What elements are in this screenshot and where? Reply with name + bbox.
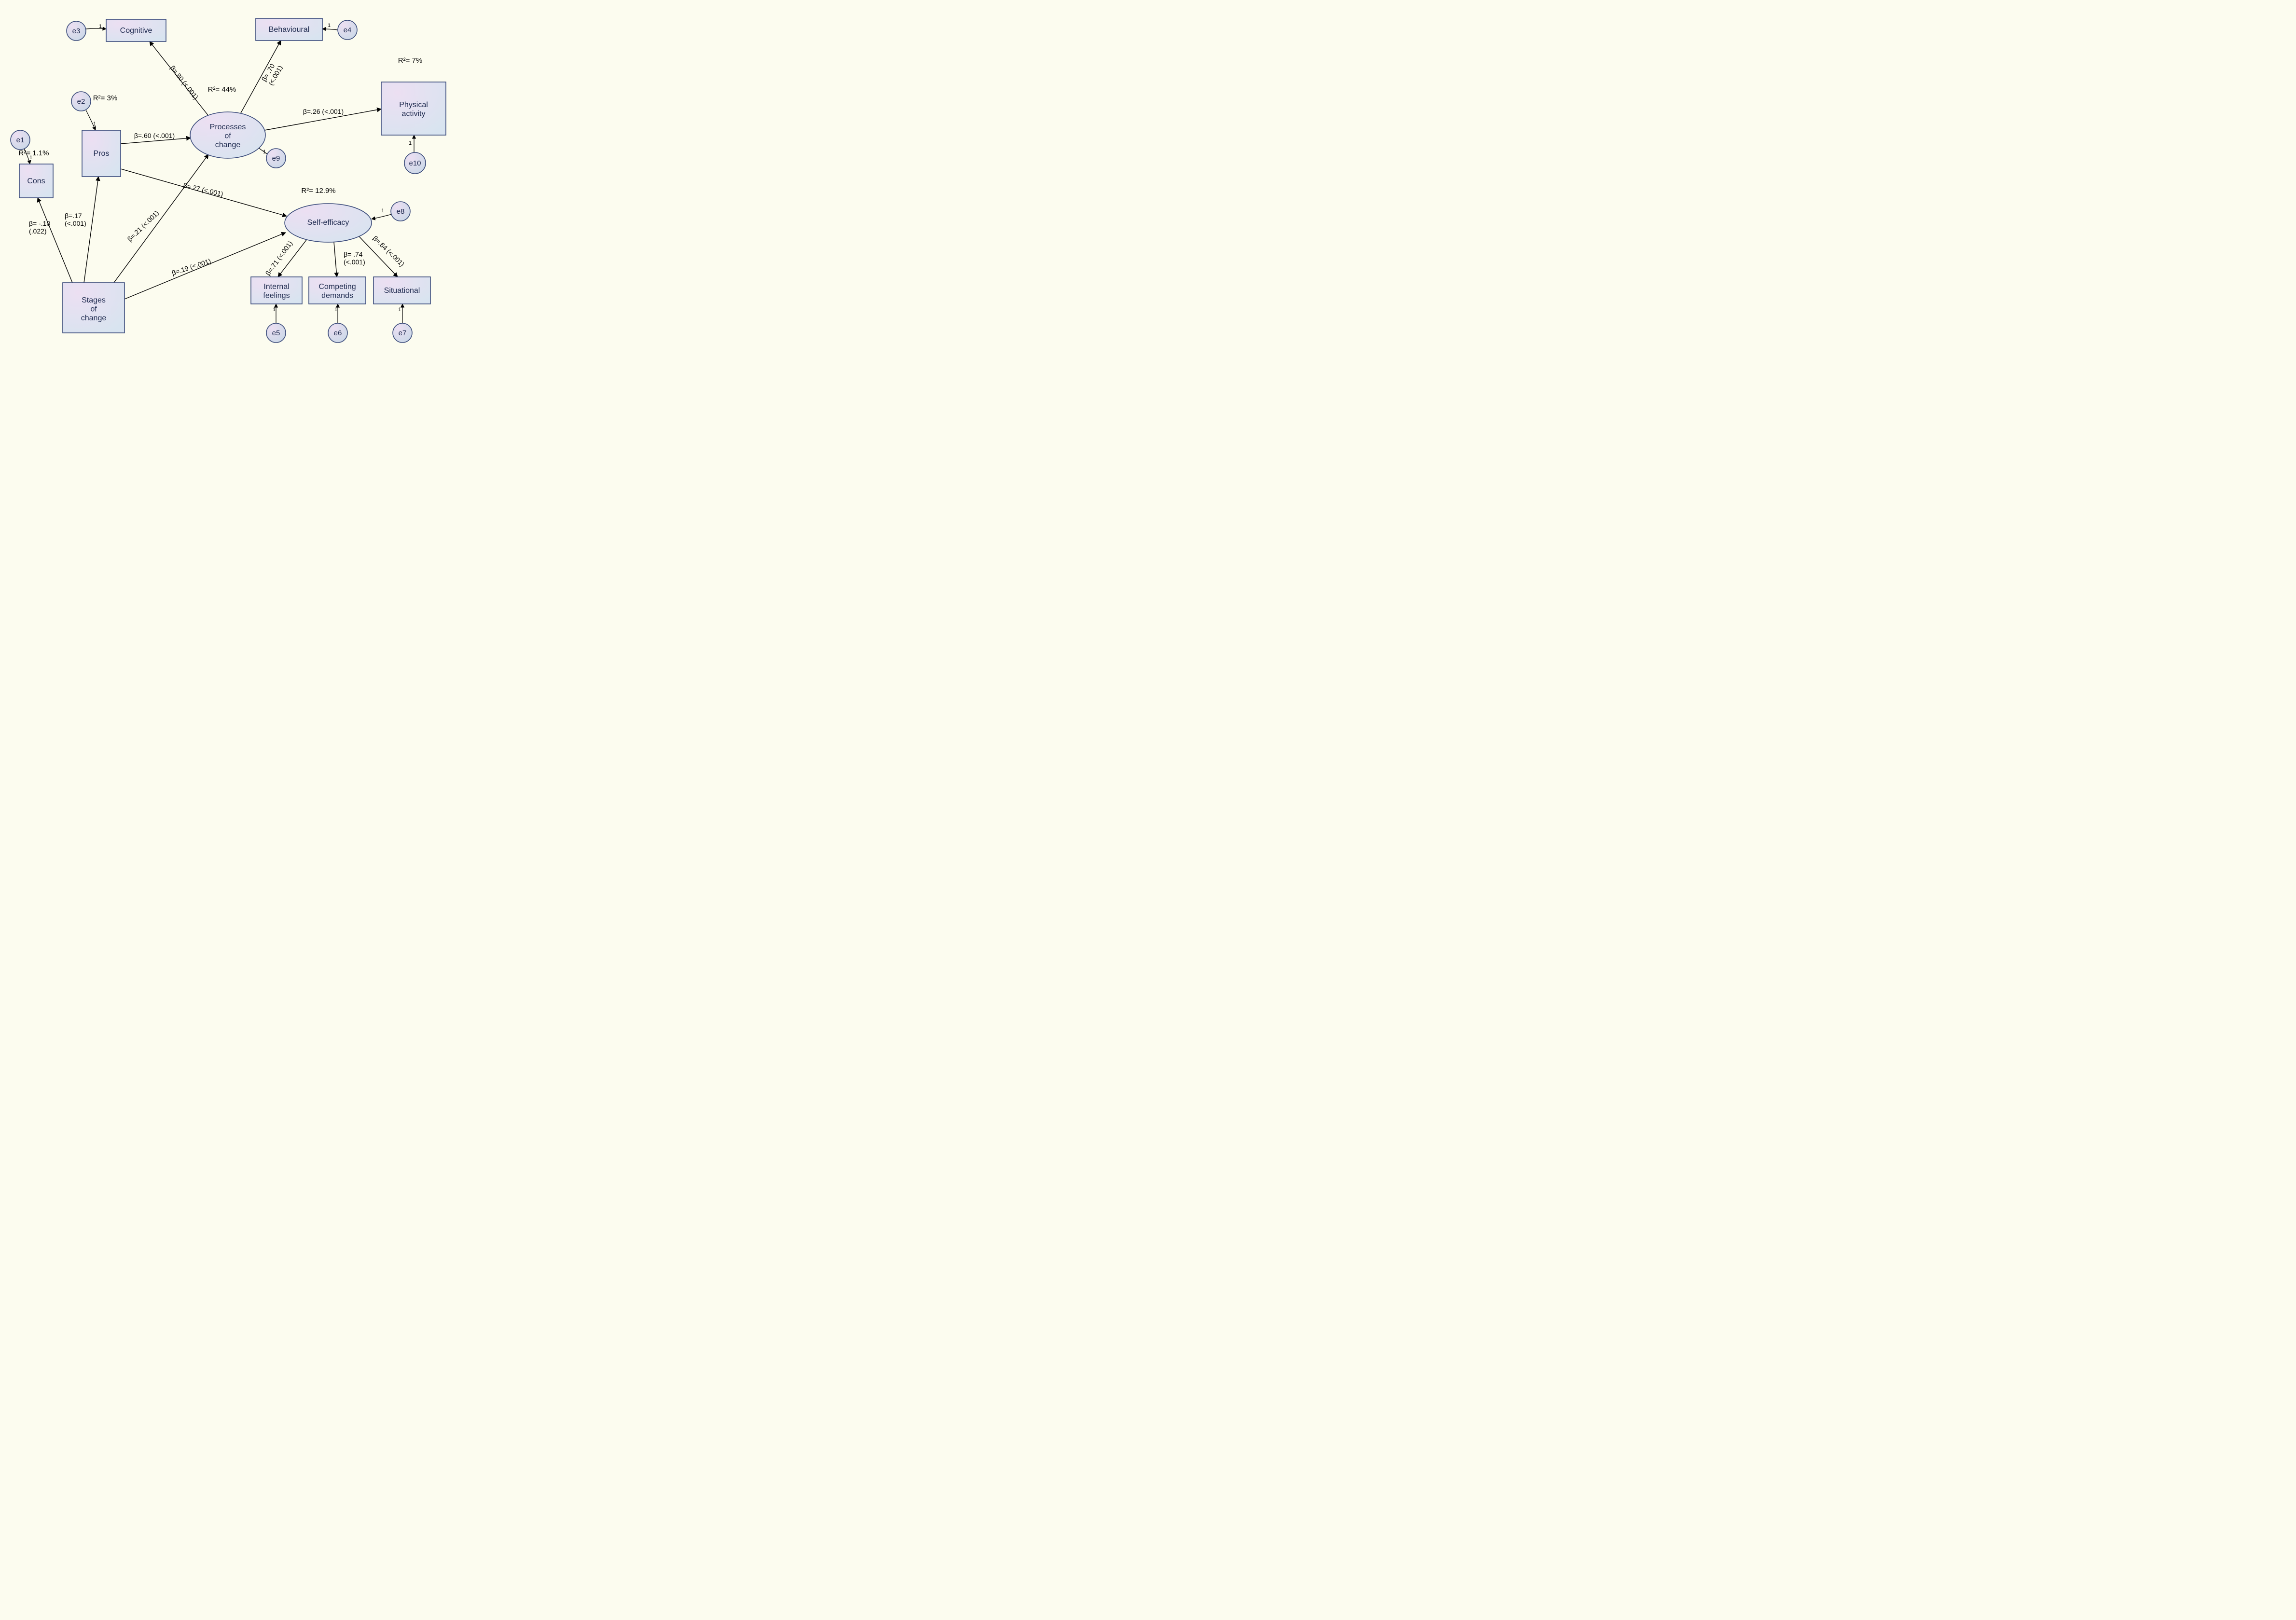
svg-text:e8: e8 <box>397 207 405 216</box>
svg-text:R²= 1.1%: R²= 1.1% <box>19 149 49 157</box>
svg-text:β=.26 (<.001): β=.26 (<.001) <box>303 108 344 115</box>
svg-text:R²= 12.9%: R²= 12.9% <box>301 187 335 195</box>
svg-text:Cons: Cons <box>27 177 45 185</box>
path-soc-pros <box>84 177 98 283</box>
svg-text:1: 1 <box>99 24 102 29</box>
err-arrow-e8 <box>372 214 392 219</box>
svg-text:R²= 44%: R²= 44% <box>208 85 236 94</box>
svg-text:Pros: Pros <box>94 150 110 158</box>
path-soc-cons <box>38 198 72 283</box>
svg-text:β=.17(<.001): β=.17(<.001) <box>65 212 86 227</box>
svg-text:β= -.10(.022): β= -.10(.022) <box>29 220 50 235</box>
svg-text:e3: e3 <box>72 27 81 35</box>
svg-text:1: 1 <box>409 140 412 146</box>
svg-text:β=.60 (<.001): β=.60 (<.001) <box>134 132 175 139</box>
svg-text:R²= 7%: R²= 7% <box>398 56 422 65</box>
svg-text:e9: e9 <box>272 154 280 163</box>
svg-text:β=.80 (<.001): β=.80 (<.001) <box>169 64 200 101</box>
svg-text:e4: e4 <box>344 26 352 34</box>
svg-text:β=.19 (<.001): β=.19 (<.001) <box>171 257 212 277</box>
svg-text:1: 1 <box>93 121 96 127</box>
svg-text:1: 1 <box>334 307 337 313</box>
svg-text:1: 1 <box>29 155 32 161</box>
svg-text:Behavioural: Behavioural <box>269 26 310 34</box>
svg-text:Cognitive: Cognitive <box>120 27 152 35</box>
svg-text:β= .74(<.001): β= .74(<.001) <box>344 250 365 266</box>
svg-text:Situational: Situational <box>384 287 420 295</box>
svg-text:β=.27 (<.001): β=.27 (<.001) <box>182 181 224 198</box>
svg-text:1: 1 <box>381 208 384 214</box>
svg-text:e5: e5 <box>272 329 280 337</box>
svg-text:1: 1 <box>328 23 331 28</box>
svg-text:1: 1 <box>263 149 266 155</box>
svg-text:β=.21 (<.001): β=.21 (<.001) <box>126 209 161 243</box>
path-se-comp <box>334 242 337 277</box>
err-arrow-e3 <box>86 28 106 29</box>
svg-text:e10: e10 <box>409 159 421 167</box>
svg-text:e6: e6 <box>334 329 342 337</box>
err-arrow-e4 <box>322 29 338 30</box>
svg-text:β=.64 (<.001): β=.64 (<.001) <box>372 234 406 268</box>
svg-text:e1: e1 <box>16 136 25 144</box>
svg-text:Internalfeelings: Internalfeelings <box>263 283 290 300</box>
svg-text:e7: e7 <box>399 329 407 337</box>
svg-text:β= .70(<.001): β= .70(<.001) <box>260 60 284 87</box>
err-arrow-e2 <box>86 110 96 130</box>
svg-text:Physicalactivity: Physicalactivity <box>399 101 428 118</box>
sem-diagram: Cognitive Behavioural Physicalactivity Pros… <box>0 0 463 347</box>
svg-text:1: 1 <box>273 307 276 313</box>
svg-text:1: 1 <box>398 307 401 313</box>
svg-text:e2: e2 <box>77 97 85 106</box>
svg-text:R²= 3%: R²= 3% <box>93 94 117 102</box>
svg-text:Self-efficacy: Self-efficacy <box>307 219 349 227</box>
svg-text:Competingdemands: Competingdemands <box>318 283 356 300</box>
svg-text:β=.71 (<.001): β=.71 (<.001) <box>264 239 294 277</box>
